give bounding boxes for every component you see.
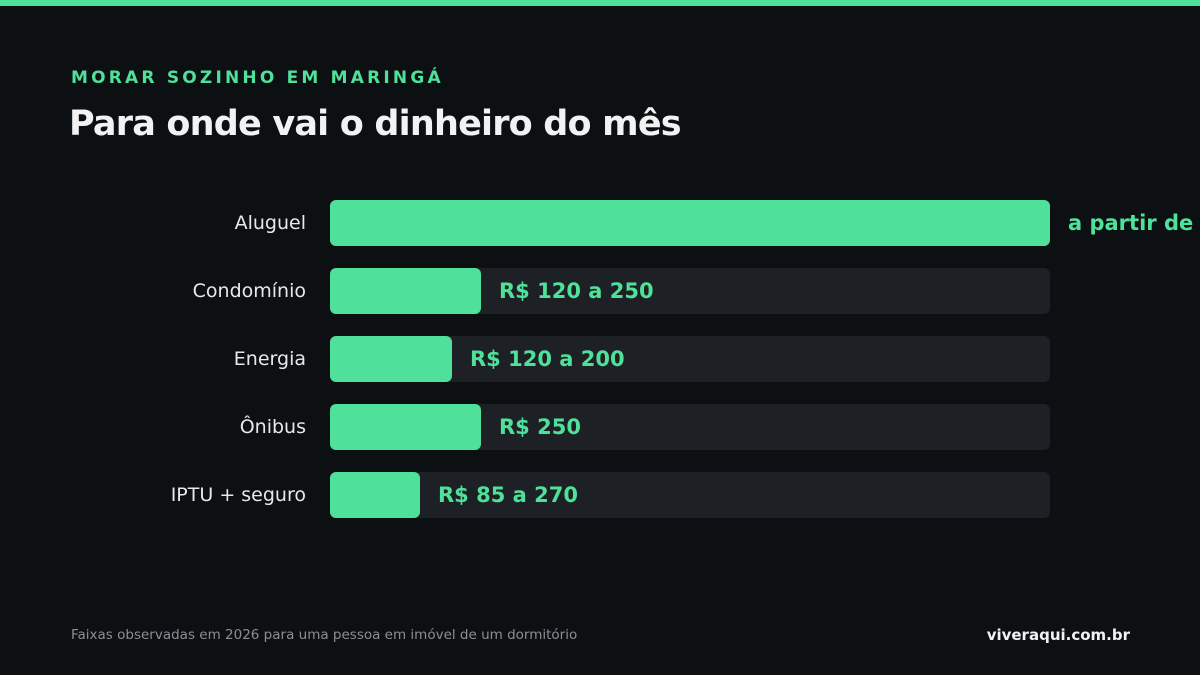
top-accent-bar — [0, 0, 1200, 6]
value-label: R$ 250 — [499, 415, 581, 439]
bar — [330, 268, 481, 314]
value-label: a partir de R — [1068, 211, 1200, 235]
category-label: IPTU + seguro — [170, 484, 306, 506]
chart-row: IPTU + seguro R$ 85 a 270 — [0, 472, 1200, 518]
eyebrow-label: MORAR SOZINHO EM MARINGÁ — [71, 68, 444, 88]
site-url: viveraqui.com.br — [986, 626, 1130, 644]
bar — [330, 200, 1050, 246]
category-label: Condomínio — [192, 280, 306, 302]
value-label: R$ 85 a 270 — [438, 483, 578, 507]
value-label: R$ 120 a 200 — [470, 347, 625, 371]
chart-row: Ônibus R$ 250 — [0, 404, 1200, 450]
bar — [330, 404, 481, 450]
bar — [330, 336, 452, 382]
chart-row: Condomínio R$ 120 a 250 — [0, 268, 1200, 314]
bar-track — [330, 472, 1050, 518]
bar — [330, 472, 420, 518]
footnote: Faixas observadas em 2026 para uma pesso… — [71, 627, 578, 643]
chart-row: Aluguel a partir de R — [0, 200, 1200, 246]
value-label: R$ 120 a 250 — [499, 279, 654, 303]
category-label: Ônibus — [239, 416, 306, 438]
category-label: Energia — [233, 348, 306, 370]
chart-row: Energia R$ 120 a 200 — [0, 336, 1200, 382]
category-label: Aluguel — [234, 212, 306, 234]
page-title: Para onde vai o dinheiro do mês — [69, 104, 682, 144]
